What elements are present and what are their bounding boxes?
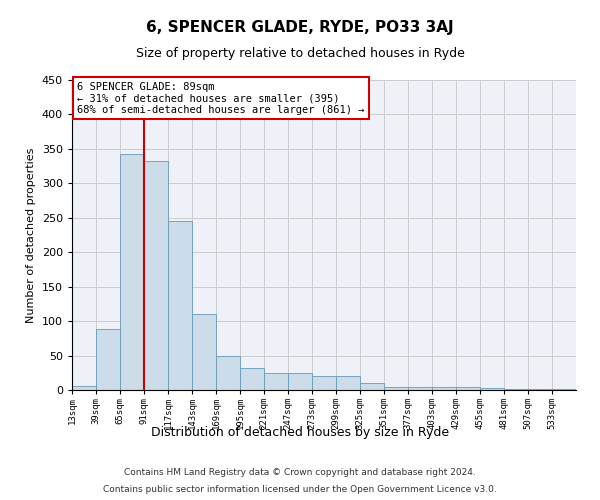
Bar xyxy=(144,160,168,390)
Bar xyxy=(240,368,264,390)
Bar xyxy=(504,388,528,390)
Y-axis label: Number of detached properties: Number of detached properties xyxy=(26,148,36,322)
Bar xyxy=(72,386,96,390)
Bar xyxy=(96,330,120,390)
Bar xyxy=(456,387,480,390)
Bar xyxy=(552,388,576,390)
Bar xyxy=(336,376,360,390)
Bar xyxy=(120,154,144,390)
Bar xyxy=(480,388,504,390)
Bar xyxy=(288,373,312,390)
Bar xyxy=(408,386,432,390)
Bar xyxy=(528,388,552,390)
Bar xyxy=(264,373,288,390)
Text: 6, SPENCER GLADE, RYDE, PO33 3AJ: 6, SPENCER GLADE, RYDE, PO33 3AJ xyxy=(146,20,454,35)
Bar xyxy=(360,383,384,390)
Bar xyxy=(312,376,336,390)
Bar xyxy=(216,356,240,390)
Text: Contains HM Land Registry data © Crown copyright and database right 2024.: Contains HM Land Registry data © Crown c… xyxy=(124,468,476,477)
Text: Size of property relative to detached houses in Ryde: Size of property relative to detached ho… xyxy=(136,48,464,60)
Text: Contains public sector information licensed under the Open Government Licence v3: Contains public sector information licen… xyxy=(103,484,497,494)
Bar xyxy=(168,221,192,390)
Text: Distribution of detached houses by size in Ryde: Distribution of detached houses by size … xyxy=(151,426,449,439)
Bar xyxy=(192,314,216,390)
Bar xyxy=(384,386,408,390)
Text: 6 SPENCER GLADE: 89sqm
← 31% of detached houses are smaller (395)
68% of semi-de: 6 SPENCER GLADE: 89sqm ← 31% of detached… xyxy=(77,82,365,115)
Bar xyxy=(432,387,456,390)
